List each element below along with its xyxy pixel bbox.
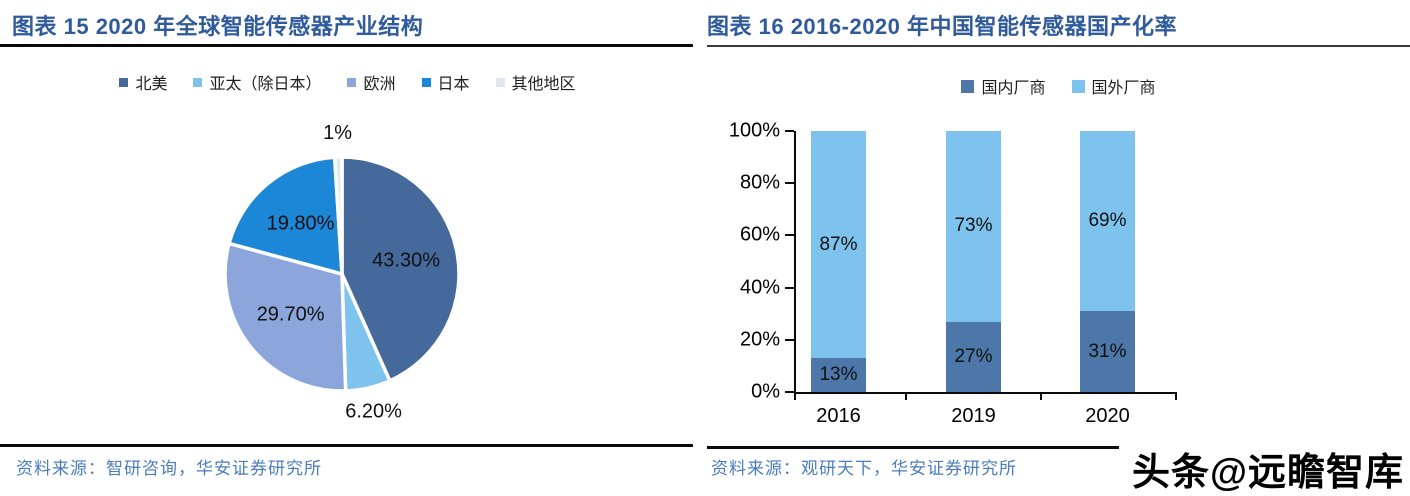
title-rule <box>707 45 1410 47</box>
bar-segment-国外厂商 <box>1080 131 1135 312</box>
legend-swatch <box>1071 79 1085 93</box>
bar-segment-国内厂商 <box>811 358 866 392</box>
x-axis-line <box>794 392 1177 394</box>
legend-swatch <box>495 77 505 87</box>
bar-value-label: 27% <box>954 345 993 367</box>
y-tick-label: 80% <box>739 171 780 194</box>
pie-data-label: 29.70% <box>257 304 325 326</box>
bar-chart-title: 图表 16 2016-2020 年中国智能传感器国产化率 <box>707 14 1178 39</box>
pie-slice-4 <box>227 155 344 276</box>
legend-item: 其他地区 <box>495 70 576 94</box>
legend-label: 北美 <box>135 76 168 93</box>
bar-value-label: 73% <box>954 215 993 237</box>
source-rule <box>707 446 1119 449</box>
legend-label: 国内厂商 <box>981 80 1046 97</box>
legend-item: 亚太（除日本） <box>193 70 321 94</box>
bar-source-text: 资料来源：观研天下，华安证券研究所 <box>711 459 1017 478</box>
legend-swatch <box>961 79 975 93</box>
legend-label: 其他地区 <box>511 76 576 93</box>
bar-segment-国内厂商 <box>946 321 1001 392</box>
y-tick-label: 40% <box>739 276 780 299</box>
pie-legend: 北美 亚太（除日本） 欧洲 日本 其他地区 <box>0 70 695 94</box>
y-tick-label: 0% <box>751 380 780 403</box>
bar-segment-国外厂商 <box>811 131 866 359</box>
bar-chart-panel: 图表 16 2016-2020 年中国智能传感器国产化率 国内厂商 国外厂商 0%… <box>707 0 1410 490</box>
y-tick <box>785 286 794 289</box>
legend-label: 国外厂商 <box>1091 80 1156 97</box>
y-tick-label: 100% <box>728 119 780 142</box>
y-tick <box>785 182 794 185</box>
bar-segment-国外厂商 <box>946 131 1001 322</box>
bar-value-label: 31% <box>1088 340 1127 362</box>
pie-chart-title: 图表 15 2020 年全球智能传感器产业结构 <box>12 14 424 39</box>
legend-swatch <box>119 77 129 87</box>
y-tick <box>785 338 794 341</box>
y-axis-line <box>794 131 796 397</box>
legend-swatch <box>421 77 431 87</box>
pie-data-label: 6.20% <box>345 400 402 422</box>
legend-swatch <box>347 77 357 87</box>
x-category-label: 2016 <box>816 405 861 427</box>
y-tick <box>785 391 794 393</box>
x-tick <box>1175 392 1177 400</box>
pie-data-label: 19.80% <box>267 212 335 234</box>
watermark: 头条@远瞻智库 <box>1131 452 1404 494</box>
legend-item: 北美 <box>119 70 167 94</box>
y-tick-label: 60% <box>739 223 780 246</box>
bar-value-label: 87% <box>819 233 858 255</box>
legend-item: 欧洲 <box>347 70 396 94</box>
pie-chart: 43.30% 6.20% 29.70% 19.80% 1% <box>223 122 461 422</box>
pie-source-text: 资料来源：智研咨询，华安证券研究所 <box>16 459 322 478</box>
bar-chart: 0% 20% 40% 60% 80% 100% 13% 87% 2016 27% 73% 2019 31… <box>707 0 1410 490</box>
x-tick <box>905 392 907 400</box>
legend-item: 日本 <box>421 70 470 94</box>
x-tick <box>794 392 796 400</box>
bar-segment-国内厂商 <box>1080 311 1135 392</box>
source-rule <box>0 444 693 447</box>
bar-value-label: 13% <box>819 364 858 386</box>
legend-label: 日本 <box>437 76 470 93</box>
legend-label: 欧洲 <box>363 76 396 93</box>
x-category-label: 2019 <box>951 405 996 427</box>
pie-data-label: 43.30% <box>372 249 440 271</box>
legend-item: 国内厂商 <box>961 74 1046 98</box>
y-tick <box>785 130 794 132</box>
pie-chart-panel: 图表 15 2020 年全球智能传感器产业结构 北美 亚太（除日本） 欧洲 日本 其他地… <box>0 0 695 490</box>
legend-swatch <box>193 77 203 87</box>
pie-slice-3 <box>223 241 348 393</box>
title-rule <box>0 44 693 47</box>
y-tick <box>785 234 794 237</box>
pie-slice-1 <box>340 155 461 383</box>
legend-item: 国外厂商 <box>1071 74 1156 98</box>
x-category-label: 2020 <box>1085 405 1130 427</box>
pie-data-label: 1% <box>323 122 352 144</box>
legend-label: 亚太（除日本） <box>209 76 322 93</box>
pie-slice-5 <box>332 155 344 276</box>
bar-legend: 国内厂商 国外厂商 <box>707 74 1410 98</box>
x-tick <box>1040 392 1042 400</box>
bar-value-label: 69% <box>1088 210 1127 232</box>
y-tick-label: 20% <box>739 328 780 351</box>
